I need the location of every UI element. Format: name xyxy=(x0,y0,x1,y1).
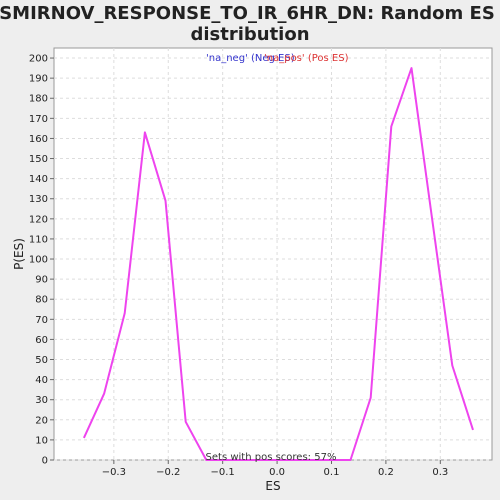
chart-title-line-2: distribution xyxy=(190,24,309,45)
y-tick-label: 160 xyxy=(29,134,48,145)
y-tick-label: 130 xyxy=(29,194,48,205)
y-tick-label: 110 xyxy=(29,234,48,245)
y-tick-label: 80 xyxy=(35,295,48,306)
x-tick-label: −0.1 xyxy=(211,467,235,478)
y-tick-label: 0 xyxy=(42,456,48,467)
y-axis-label: P(ES) xyxy=(12,238,26,270)
y-tick-label: 180 xyxy=(29,94,48,105)
y-tick-label: 50 xyxy=(35,355,48,366)
series-line xyxy=(82,67,474,461)
y-tick-label: 70 xyxy=(35,315,48,326)
y-tick-label: 40 xyxy=(35,375,48,386)
legend-entry-pos: 'na_pos' (Pos ES) xyxy=(264,53,349,64)
series-group xyxy=(82,67,474,461)
y-tick-label: 10 xyxy=(35,435,48,446)
chart-title-line-1: SMIRNOV_RESPONSE_TO_IR_6HR_DN: Random ES xyxy=(0,3,495,24)
y-tick-label: 200 xyxy=(29,54,48,65)
y-tick-label: 90 xyxy=(35,275,48,286)
y-tick-label: 100 xyxy=(29,255,48,266)
plot-area xyxy=(53,47,493,461)
y-tick-label: 20 xyxy=(35,415,48,426)
x-tick-label: 0.2 xyxy=(378,467,394,478)
x-tick-label: 0.0 xyxy=(269,467,285,478)
y-tick-label: 170 xyxy=(29,114,48,125)
x-tick-label: 0.3 xyxy=(432,467,448,478)
x-axis-ticks: −0.3 −0.2 −0.1 0.0 0.1 0.2 0.3 xyxy=(102,460,448,478)
y-tick-label: 30 xyxy=(35,395,48,406)
y-tick-label: 150 xyxy=(29,154,48,165)
x-tick-label: −0.2 xyxy=(156,467,180,478)
y-tick-label: 120 xyxy=(29,214,48,225)
y-axis-ticks: 0 10 20 30 40 50 60 70 80 90 100 110 120 130 140 150 160… xyxy=(29,54,54,467)
y-tick-label: 60 xyxy=(35,335,48,346)
y-tick-label: 190 xyxy=(29,74,48,85)
x-tick-label: −0.3 xyxy=(102,467,126,478)
x-tick-label: 0.1 xyxy=(324,467,340,478)
pos-scores-annotation: Sets with pos scores: 57% xyxy=(206,452,337,463)
y-tick-label: 140 xyxy=(29,174,48,185)
x-axis-label: ES xyxy=(265,479,280,493)
legend-entry-neg: 'na_neg' (Neg ES) xyxy=(206,53,295,64)
